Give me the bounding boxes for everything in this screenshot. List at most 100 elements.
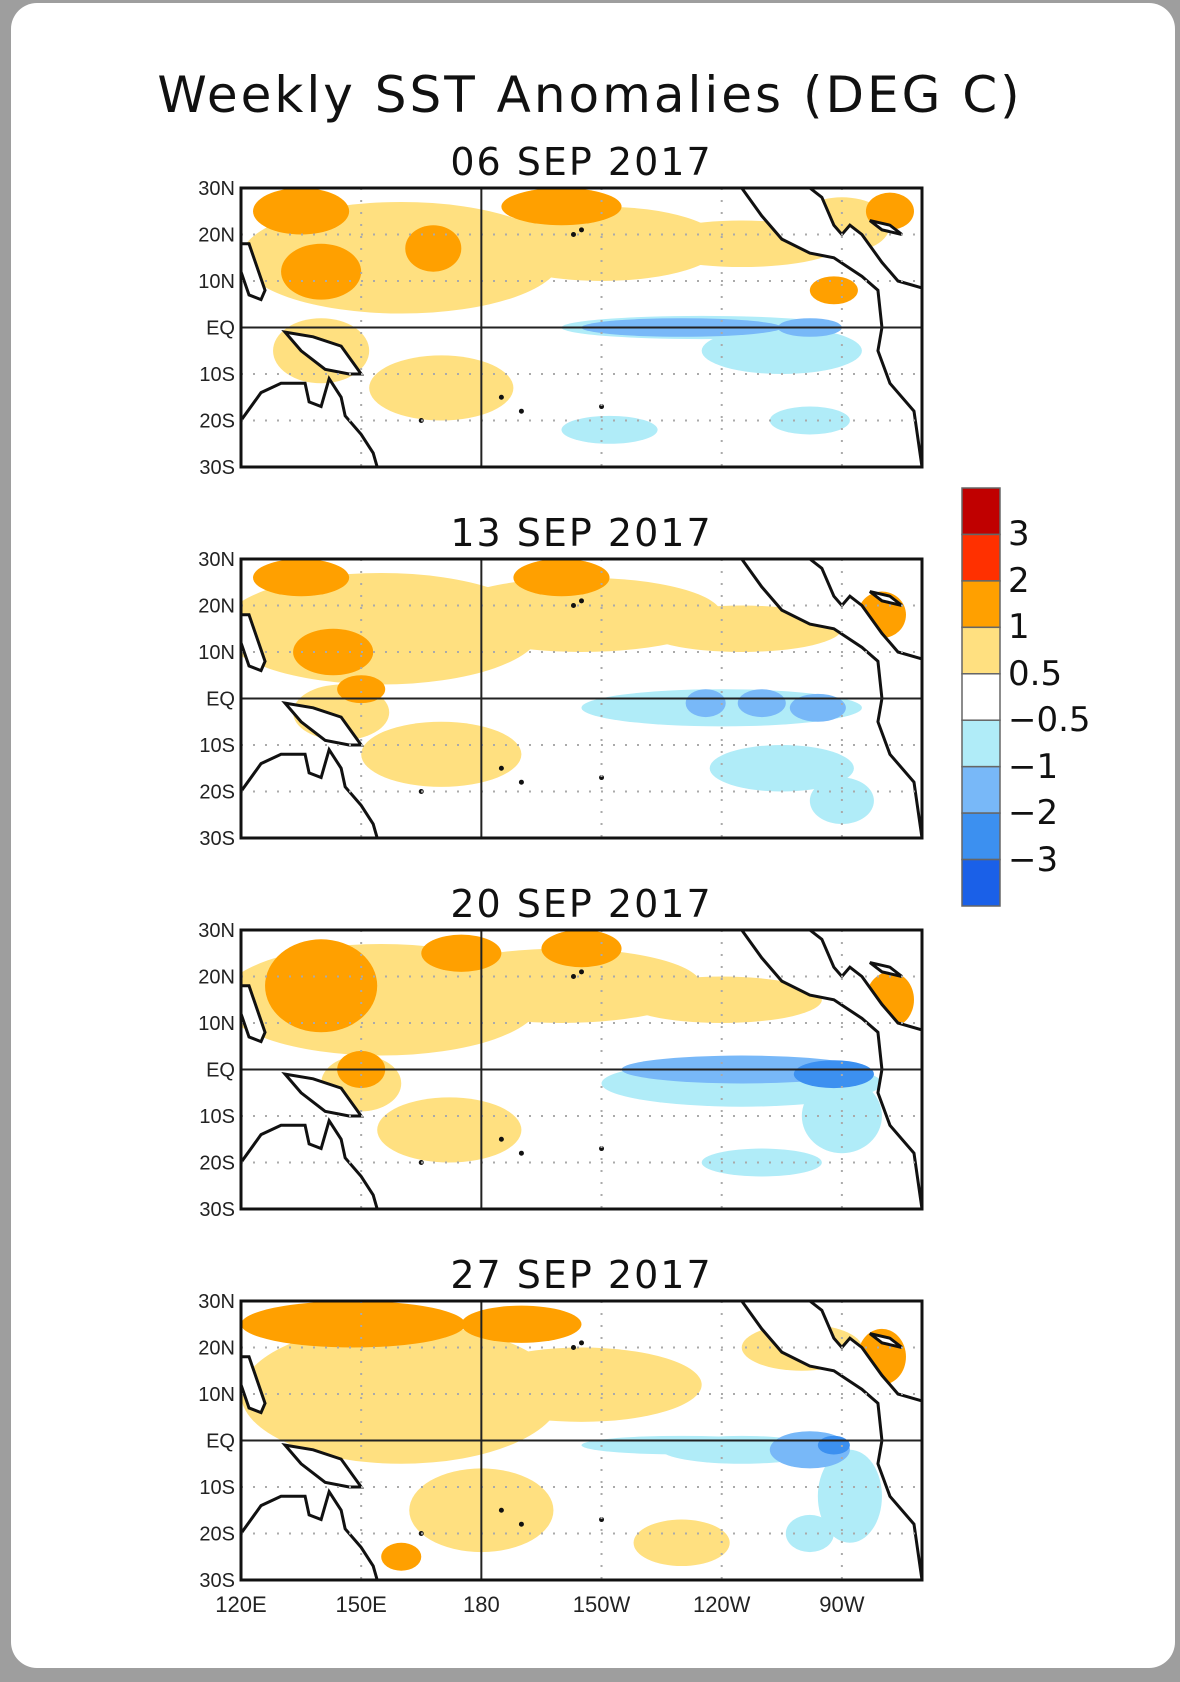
colorbar-label: 0.5	[1008, 653, 1063, 694]
colorbar-label: −3	[1008, 839, 1059, 880]
coastline	[739, 188, 922, 467]
y-tick-label: 10S	[199, 364, 235, 386]
coastline	[281, 1071, 365, 1118]
anomaly-region	[809, 276, 858, 305]
colorbar-segment	[961, 580, 1001, 629]
anomaly-region	[241, 1301, 466, 1348]
coastline	[739, 1301, 922, 1580]
island-marker	[570, 974, 576, 979]
anomaly-region	[621, 976, 822, 1023]
island-marker	[570, 232, 576, 237]
y-tick-label: 20S	[199, 1524, 235, 1546]
y-tick-label: 10S	[199, 735, 235, 757]
anomaly-region	[253, 559, 350, 597]
colorbar-segment	[961, 626, 1001, 675]
y-tick-label: 10N	[198, 1013, 235, 1035]
map-frame	[239, 557, 924, 840]
coastline	[241, 746, 379, 838]
anomaly-region	[701, 1148, 822, 1177]
anomaly-field	[241, 559, 922, 838]
y-tick-label: 30S	[199, 1199, 235, 1221]
colorbar-label: 1	[1008, 607, 1030, 648]
island-marker	[579, 1340, 584, 1346]
coastline	[241, 984, 267, 1044]
island-marker	[579, 598, 584, 604]
figure-title: Weekly SST Anomalies (DEG C)	[157, 66, 1023, 124]
anomaly-region	[701, 327, 862, 374]
coastline	[281, 329, 365, 376]
panel-title: 20 SEP 2017	[450, 882, 713, 926]
island-marker	[599, 1146, 605, 1152]
y-tick-label: 30N	[198, 1291, 235, 1313]
anomaly-region	[865, 192, 914, 230]
coastline	[241, 1355, 267, 1415]
coastline	[739, 559, 922, 838]
coastline	[241, 613, 267, 673]
island-marker	[498, 1507, 504, 1513]
anomaly-field	[241, 188, 922, 467]
island-marker	[599, 775, 605, 781]
island-marker	[599, 404, 605, 410]
y-tick-label: 20S	[199, 411, 235, 433]
colorbar-label: −2	[1008, 793, 1059, 834]
colorbar-segment	[961, 533, 1001, 582]
panel-title: 13 SEP 2017	[450, 511, 713, 555]
anomaly-region	[461, 1305, 582, 1343]
colorbar-label: 2	[1008, 560, 1030, 601]
anomaly-region	[265, 939, 378, 1033]
anomaly-region	[377, 1097, 522, 1163]
coastline	[739, 930, 922, 1209]
anomaly-region	[513, 559, 610, 597]
island-marker	[518, 1150, 524, 1156]
y-tick-label: 30N	[198, 549, 235, 571]
y-tick-label: 30N	[198, 178, 235, 200]
y-tick-label: EQ	[206, 318, 235, 340]
colorbar-label: −0.5	[1008, 700, 1091, 741]
anomaly-region	[785, 1514, 834, 1553]
y-tick-label: EQ	[206, 689, 235, 711]
y-tick-label: 10S	[199, 1477, 235, 1499]
map-frame	[239, 928, 924, 1211]
map-frame	[239, 186, 924, 469]
x-tick-label: 120W	[693, 1592, 751, 1617]
y-tick-label: 20N	[198, 596, 235, 618]
anomaly-region	[253, 188, 350, 235]
colorbar-segment	[961, 719, 1001, 768]
coastline	[241, 1488, 379, 1580]
y-tick-label: 20S	[199, 1153, 235, 1175]
island-marker	[599, 1517, 605, 1523]
x-tick-label: 180	[463, 1592, 500, 1617]
y-tick-label: 10N	[198, 271, 235, 293]
y-tick-label: 20N	[198, 967, 235, 989]
anomaly-region	[361, 721, 522, 787]
island-marker	[570, 603, 576, 608]
colorbar-label: 3	[1008, 514, 1030, 555]
x-tick-label: 150W	[573, 1592, 631, 1617]
y-tick-label: 30S	[199, 1570, 235, 1592]
map-panel: 30N 20N 10N EQ 10S 20S 30S	[198, 920, 924, 1221]
coastline	[281, 700, 365, 747]
x-tick-label: 120E	[215, 1592, 266, 1617]
y-tick-label: 10N	[198, 1384, 235, 1406]
anomaly-region	[641, 605, 842, 652]
map-frame	[239, 1299, 924, 1582]
anomaly-region	[369, 355, 514, 421]
island-marker	[498, 394, 504, 400]
anomaly-region	[633, 1519, 730, 1567]
x-tick-label: 90W	[819, 1592, 864, 1617]
colorbar-label: −1	[1008, 746, 1059, 787]
colorbar-segment	[961, 858, 1001, 907]
anomaly-region	[709, 745, 854, 792]
anomaly-region	[561, 415, 658, 444]
coastline	[241, 1117, 379, 1209]
colorbar-segment	[961, 765, 1001, 814]
colorbar-segment	[961, 487, 1001, 536]
y-tick-label: 30S	[199, 457, 235, 479]
island-marker	[579, 227, 584, 233]
island-marker	[518, 408, 524, 414]
island-marker	[570, 1345, 576, 1350]
anomaly-region	[501, 188, 622, 226]
colorbar-segment	[961, 673, 1001, 721]
island-marker	[518, 1521, 524, 1527]
